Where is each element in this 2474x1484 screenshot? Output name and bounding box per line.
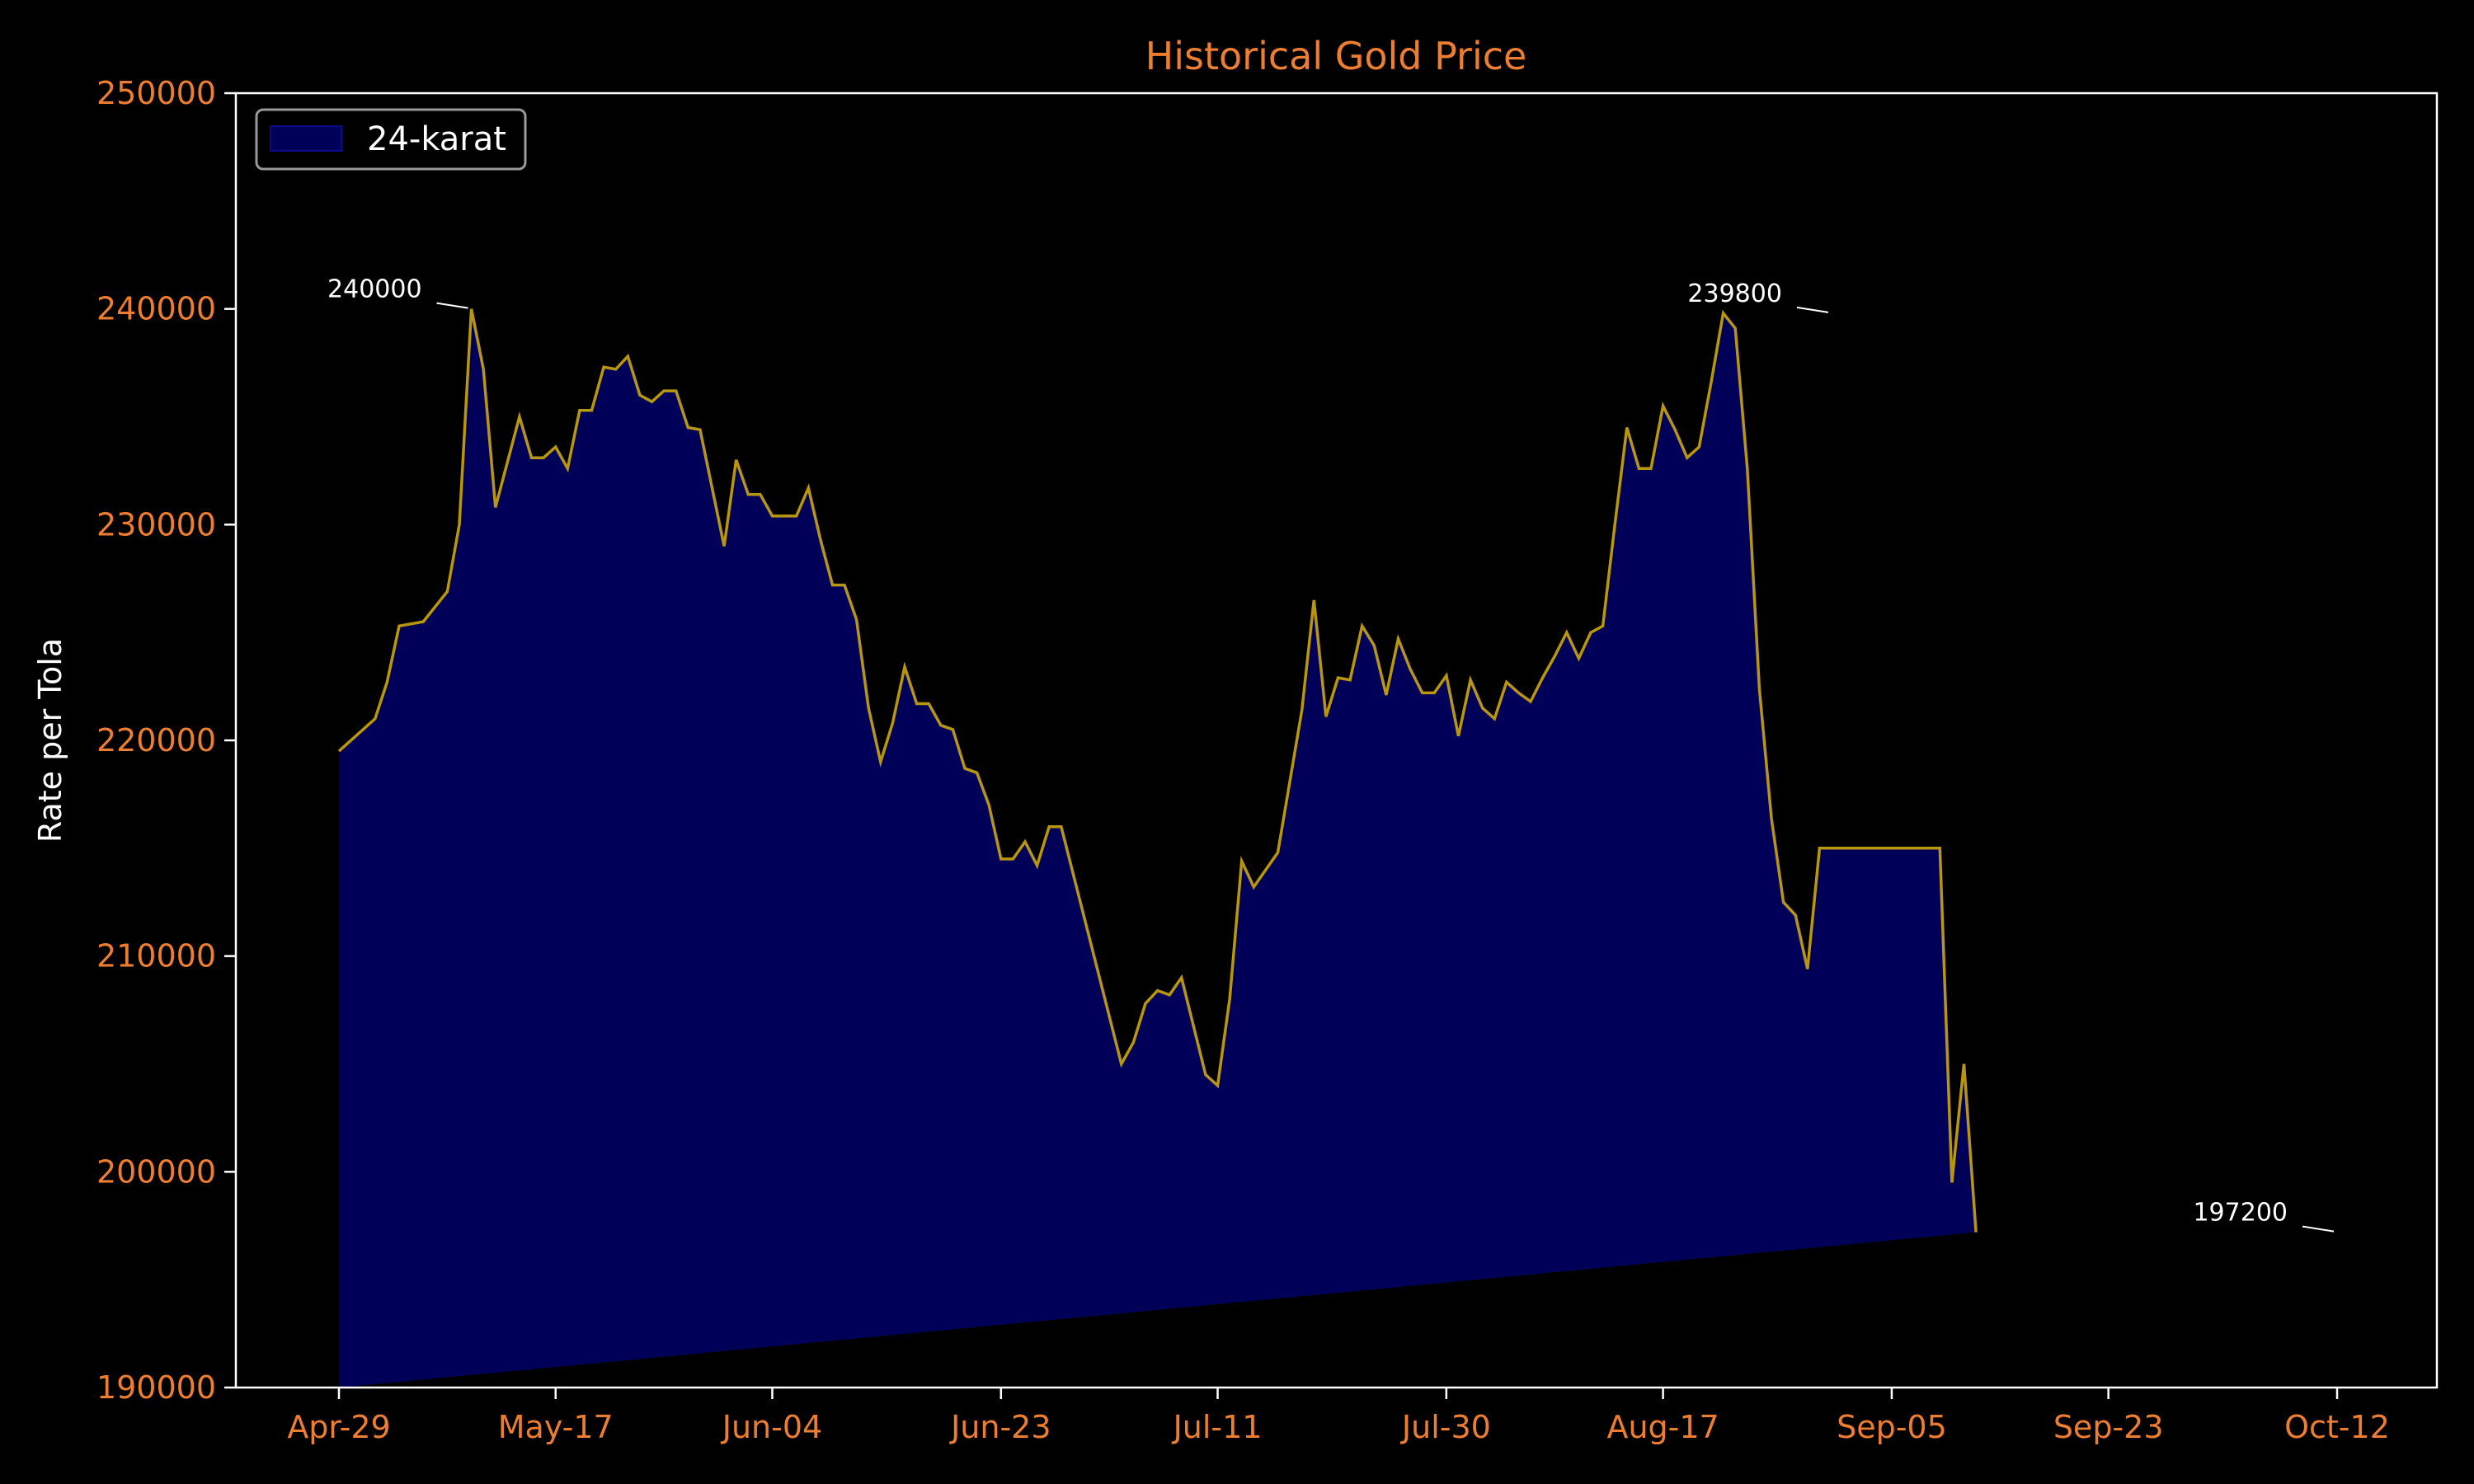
annotation-label: 239800 bbox=[1687, 279, 1782, 308]
y-axis-label: Rate per Tola bbox=[32, 638, 68, 843]
area-fill bbox=[339, 308, 1977, 1388]
legend-swatch-24-karat bbox=[270, 125, 342, 152]
annotation-label: 240000 bbox=[327, 275, 422, 304]
x-tick-label: Jun-23 bbox=[949, 1409, 1051, 1445]
legend: 24-karat bbox=[255, 108, 527, 171]
x-tick-label: Jul-30 bbox=[1400, 1409, 1491, 1445]
x-tick-label: Sep-23 bbox=[2053, 1409, 2164, 1445]
y-tick-label: 220000 bbox=[96, 722, 216, 758]
annotation-leader-line bbox=[1796, 306, 1829, 313]
x-tick-label: Oct-12 bbox=[2284, 1409, 2390, 1445]
y-tick-label: 250000 bbox=[96, 75, 216, 111]
annotation-label: 197200 bbox=[2193, 1199, 2288, 1228]
y-tick-label: 230000 bbox=[96, 506, 216, 542]
plot-area bbox=[337, 308, 1978, 1388]
y-tick-label: 240000 bbox=[96, 291, 216, 327]
x-tick-label: Jun-04 bbox=[721, 1409, 822, 1445]
y-tick-label: 190000 bbox=[96, 1369, 216, 1406]
chart-title: Historical Gold Price bbox=[1145, 34, 1527, 78]
x-axis: Apr-29 May-17 Jun-04 Jun-23 Jul-11 Jul-30 Aug-… bbox=[287, 1388, 2390, 1445]
y-axis: 190000 200000 210000 220000 230000 240000 2500… bbox=[96, 75, 236, 1406]
x-tick-label: Jul-11 bbox=[1172, 1409, 1263, 1445]
y-tick-label: 210000 bbox=[96, 938, 216, 974]
annotations: 240000 239800 197200 bbox=[327, 275, 2335, 1233]
annotation-leader-line bbox=[2302, 1225, 2335, 1233]
y-tick-label: 200000 bbox=[96, 1153, 216, 1190]
x-tick-label: Sep-05 bbox=[1837, 1409, 1947, 1445]
legend-frame bbox=[255, 108, 527, 171]
x-tick-label: Apr-29 bbox=[287, 1409, 390, 1445]
legend-label-24-karat: 24-karat bbox=[367, 120, 506, 158]
x-tick-label: Aug-17 bbox=[1606, 1409, 1719, 1445]
annotation-leader-line bbox=[436, 302, 468, 309]
price-line bbox=[337, 308, 1978, 1233]
x-tick-label: May-17 bbox=[498, 1409, 614, 1445]
